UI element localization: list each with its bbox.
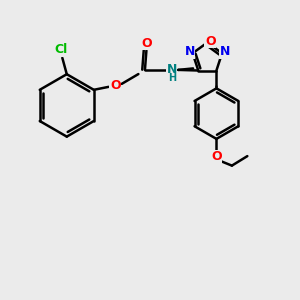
Text: O: O: [211, 150, 222, 163]
Text: Cl: Cl: [54, 43, 68, 56]
Text: N: N: [184, 45, 195, 58]
Text: O: O: [110, 79, 121, 92]
Text: N: N: [220, 45, 230, 58]
Text: N: N: [167, 63, 177, 76]
Text: O: O: [205, 34, 216, 48]
Text: H: H: [168, 73, 176, 83]
Text: O: O: [141, 37, 152, 50]
